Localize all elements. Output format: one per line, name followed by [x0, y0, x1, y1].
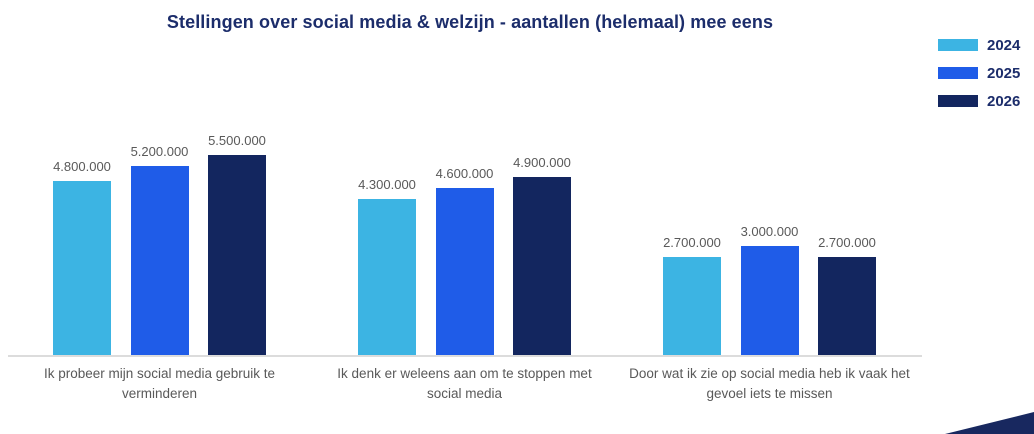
bar-2025-group1: [130, 166, 189, 356]
value-label-2026-group1: 5.500.000: [208, 133, 266, 148]
legend-item-2024: 2024: [938, 36, 1020, 54]
legend: 2024 2025 2026: [938, 36, 1020, 120]
bar-2026-group1: [208, 155, 266, 356]
legend-swatch-2026: [938, 95, 978, 107]
value-label-2025-group3: 3.000.000: [740, 224, 799, 239]
value-label-2024-group2: 4.300.000: [358, 177, 416, 192]
legend-swatch-2025: [938, 67, 978, 79]
legend-label-2024: 2024: [987, 36, 1021, 54]
legend-swatch-2024: [938, 39, 978, 51]
legend-item-2025: 2025: [938, 64, 1020, 82]
x-axis-line: [8, 355, 922, 357]
category-label-group1: Ik probeer mijn social media gebruik te v…: [43, 366, 276, 401]
bar-2025-group3: [740, 246, 799, 356]
legend-label-2026: 2026: [987, 92, 1021, 110]
value-label-2026-group2: 4.900.000: [513, 155, 571, 170]
bar-2026-group2: [513, 177, 571, 356]
bar-2024-group2: [358, 199, 416, 356]
value-label-2024-group1: 4.800.000: [53, 159, 111, 174]
bar-2026-group3: [818, 257, 876, 356]
legend-item-2026: 2026: [938, 92, 1020, 110]
bar-2024-group3: [663, 257, 721, 356]
value-label-2025-group1: 5.200.000: [130, 144, 189, 159]
category-label-group3: Door wat ik zie op social media heb ik v…: [629, 366, 910, 401]
legend-label-2025: 2025: [987, 64, 1021, 82]
corner-wedge-decoration: [945, 412, 1034, 434]
value-label-2026-group3: 2.700.000: [818, 235, 876, 250]
bar-2025-group2: [435, 188, 494, 356]
category-label-group2: Ik denk er weleens aan om te stoppen met…: [337, 366, 592, 401]
chart-title: Stellingen over social media & welzijn -…: [166, 12, 774, 32]
bar-2024-group1: [53, 181, 111, 356]
value-label-2024-group3: 2.700.000: [663, 235, 721, 250]
value-label-2025-group2: 4.600.000: [435, 166, 494, 181]
